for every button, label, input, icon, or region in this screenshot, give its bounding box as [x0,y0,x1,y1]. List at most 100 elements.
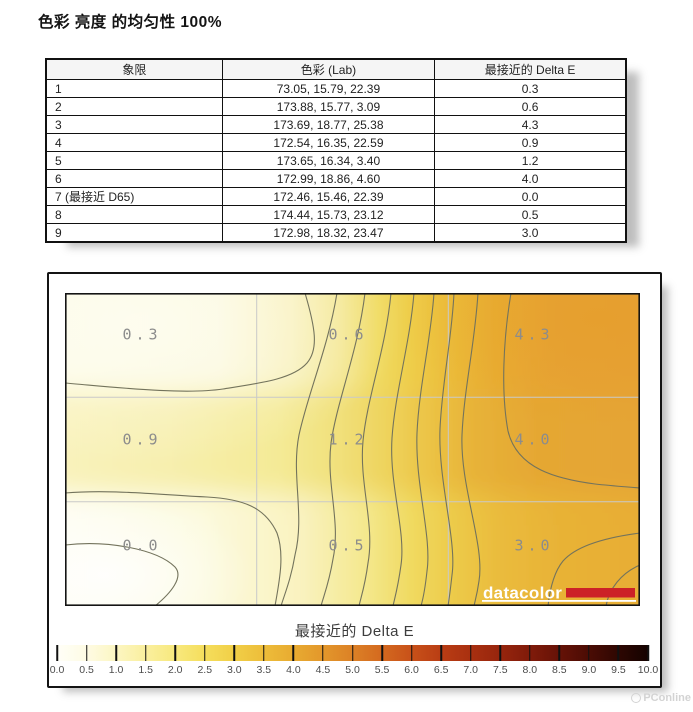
colorbar-tick-label: 1.0 [108,664,124,676]
delta-e-colorbar [56,645,649,661]
contour-plot: 0.3 0.6 4.3 0.9 1.2 4.0 0.0 0.5 3.0 datacolor [65,293,640,606]
colorbar-tick-label: 8.5 [552,664,567,676]
colorbar-tick [381,645,383,661]
table-cell: 3.0 [434,223,627,243]
uniformity-table-panel: 象限 色彩 (Lab) 最接近的 Delta E 1 73.05, 15.79, … [45,58,627,243]
column-header-lab: 色彩 (Lab) [221,58,436,80]
table-row: 7 (最接近 D65) 172.46, 15.46, 22.39 0.0 [45,187,627,206]
pconline-icon [631,693,642,703]
datacolor-logo-underline [482,600,636,602]
colorbar-tick-label: 4.5 [315,664,331,676]
table-cell: 0.9 [434,133,627,152]
colorbar-tick-label: 8.0 [522,664,538,676]
colorbar-tick [558,645,561,661]
colorbar-tick-label: 0.5 [79,664,94,676]
pconline-watermark: PConline [631,692,691,704]
colorbar-tick [351,645,354,661]
table-row: 5 173.65, 16.34, 3.40 1.2 [45,151,627,170]
contour-labels: 0.3 0.6 4.3 0.9 1.2 4.0 0.0 0.5 3.0 [122,326,553,555]
colorbar-tick [292,645,295,661]
contour-value-label: 0.3 [122,326,161,344]
colorbar-tick [529,645,531,661]
colorbar-tick-label: 2.0 [167,664,183,676]
quadrant-grid-lines [65,293,640,606]
colorbar-tick [174,645,176,661]
column-header-delta-e: 最接近的 Delta E [434,58,627,80]
table-cell: 172.54, 16.35, 22.59 [221,133,436,152]
colorbar-tick [469,645,472,661]
colorbar-tick [56,645,58,661]
colorbar-tick-label: 10.0 [637,664,659,676]
colorbar-tick-label: 6.5 [433,664,449,676]
colorbar-tick-label: 3.0 [226,664,242,676]
colorbar-tick [499,645,501,661]
table-row: 2 173.88, 15.77, 3.09 0.6 [45,97,627,116]
table-cell: 6 [45,169,223,188]
table-cell: 173.69, 18.77, 25.38 [221,115,436,134]
contour-value-label: 3.0 [514,537,553,555]
page-title: 色彩 亮度 的均匀性 100% [38,14,223,31]
uniformity-table: 象限 色彩 (Lab) 最接近的 Delta E 1 73.05, 15.79, … [45,58,627,243]
table-cell: 4.0 [434,169,627,188]
contour-value-label: 4.3 [514,326,553,344]
colorbar-tick [440,645,442,661]
table-row: 8 174.44, 15.73, 23.12 0.5 [45,205,627,224]
contour-lines [65,293,640,606]
colorbar-tick-label: 4.0 [286,664,301,676]
table-cell: 173.88, 15.77, 3.09 [221,97,436,116]
table-row: 4 172.54, 16.35, 22.59 0.9 [45,133,627,152]
table-cell: 0.6 [434,97,627,116]
colorbar-tick [233,645,236,661]
colorbar-tick [204,645,206,661]
table-cell: 7 (最接近 D65) [45,187,223,206]
colorbar-tick-label: 7.5 [492,664,508,676]
contour-value-label: 0.9 [122,431,161,449]
colorbar-tick [410,645,413,661]
table-cell: 4 [45,133,223,152]
datacolor-logo-bar [566,588,635,598]
colorbar-tick [322,645,324,661]
table-cell: 172.99, 18.86, 4.60 [221,169,436,188]
colorbar-tick [647,645,649,661]
table-cell: 172.98, 18.32, 23.47 [221,223,436,243]
table-row: 6 172.99, 18.86, 4.60 4.0 [45,169,627,188]
colorbar-tick-label: 5.0 [345,664,360,676]
pconline-watermark-text: PConline [643,692,691,704]
colorbar-tick-label: 6.0 [404,664,419,676]
table-cell: 9 [45,223,223,243]
contour-value-label: 4.0 [514,431,553,449]
datacolor-logo: datacolor [482,584,636,603]
table-row: 1 73.05, 15.79, 22.39 0.3 [45,79,627,98]
table-cell: 174.44, 15.73, 23.12 [221,205,436,224]
table-row: 9 172.98, 18.32, 23.47 3.0 [45,223,627,243]
table-row: 3 173.69, 18.77, 25.38 4.3 [45,115,627,134]
plot-frame [65,293,640,606]
table-header-row: 象限 色彩 (Lab) 最接近的 Delta E [45,58,627,80]
table-cell: 5 [45,151,223,170]
colorbar-tick [263,645,265,661]
table-cell: 8 [45,205,223,224]
colorbar-tick [144,645,147,661]
table-cell: 2 [45,97,223,116]
datacolor-logo-text: datacolor [483,584,562,603]
table-cell: 1.2 [434,151,627,170]
table-cell: 0.5 [434,205,627,224]
colorbar-tick-label: 1.5 [138,664,153,676]
report-chart-panel: 0.3 0.6 4.3 0.9 1.2 4.0 0.0 0.5 3.0 datacolor 最接… [47,272,662,688]
colorbar-tick-label: 7.0 [463,664,478,676]
contour-value-label: 1.2 [328,431,367,449]
contour-value-label: 0.5 [328,537,367,555]
column-header-quadrant: 象限 [45,58,223,80]
colorbar-tick-label: 2.5 [197,664,213,676]
colorbar-tick-label: 9.5 [611,664,626,676]
colorbar-tick-label: 9.0 [581,664,597,676]
colorbar-title: 最接近的 Delta E [294,623,415,640]
contour-value-label: 0.6 [328,326,367,344]
uniformity-table-body: 1 73.05, 15.79, 22.39 0.3 2 173.88, 15.77, 3… [45,79,627,243]
colorbar-tick [588,645,590,661]
colorbar-tick-label: 3.5 [256,664,272,676]
table-cell: 172.46, 15.46, 22.39 [221,187,436,206]
table-cell: 3 [45,115,223,134]
table-cell: 73.05, 15.79, 22.39 [221,79,436,98]
colorbar-tick-label: 0.0 [49,664,65,676]
